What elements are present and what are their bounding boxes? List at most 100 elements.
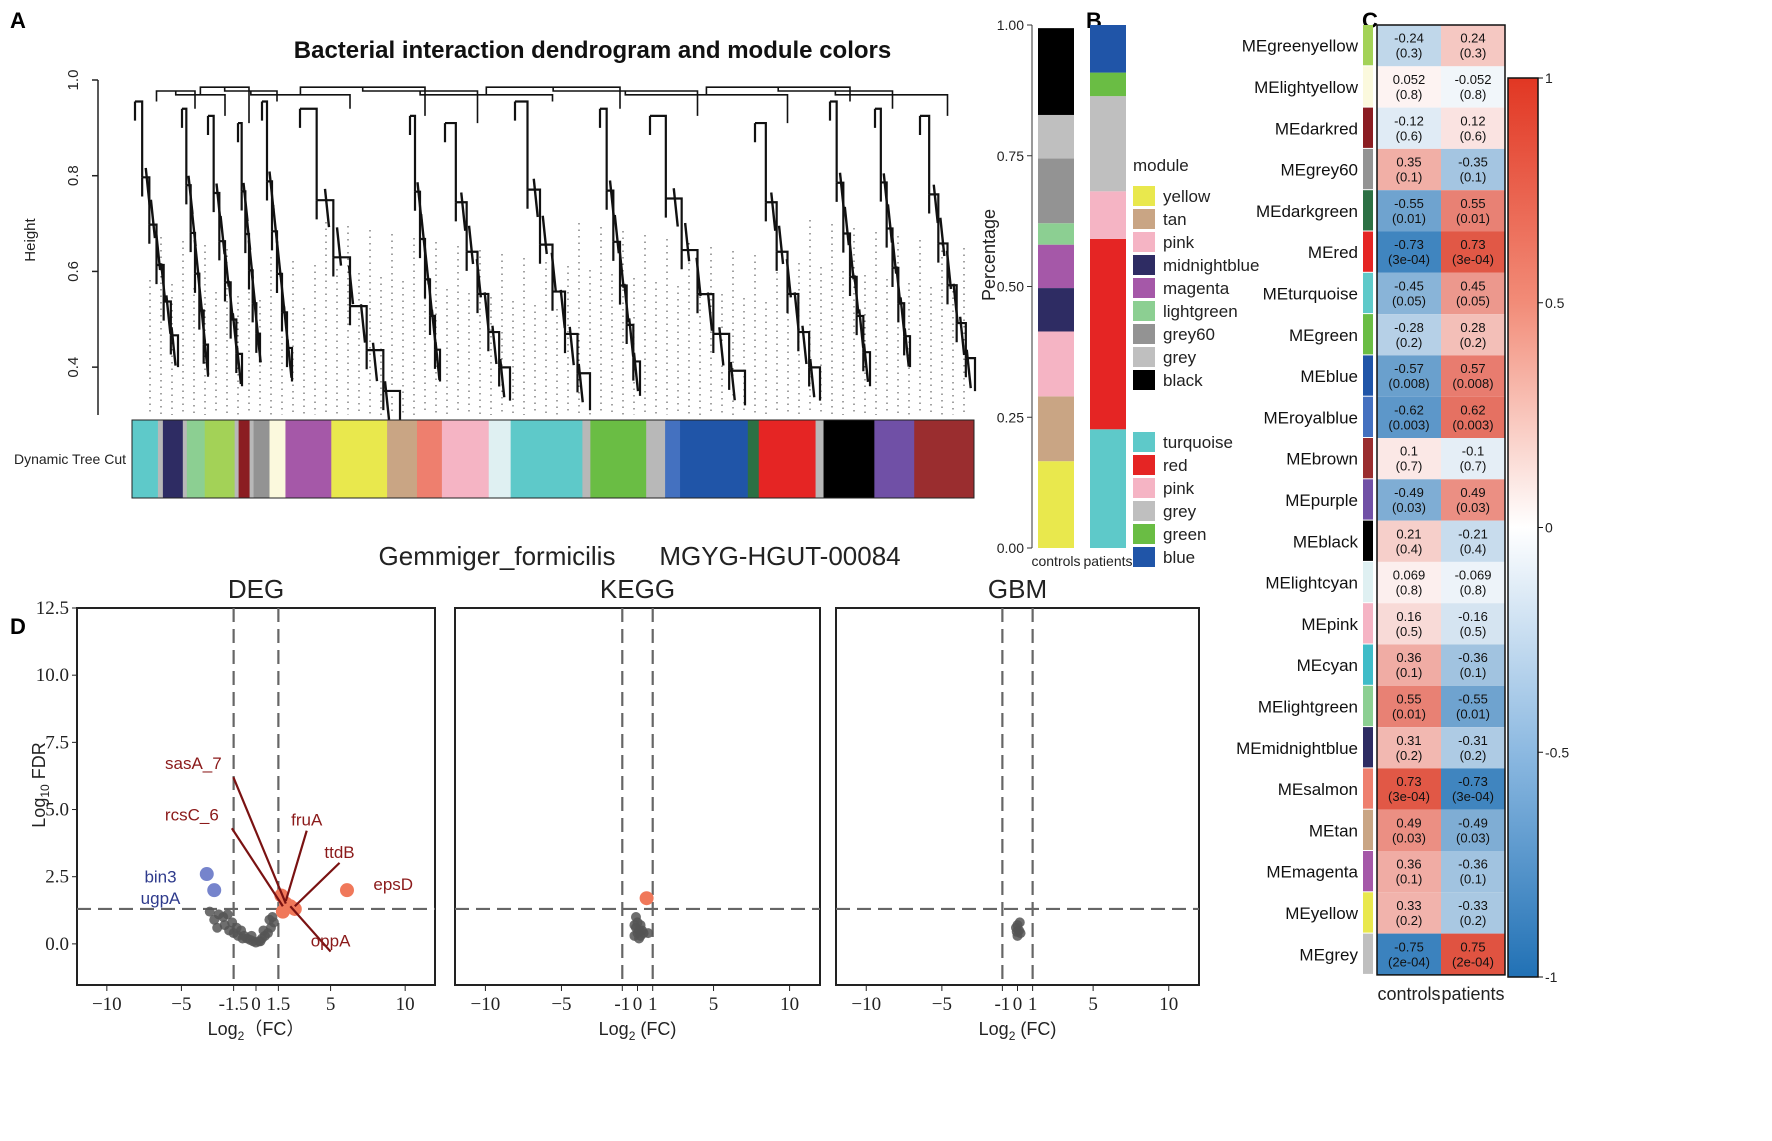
- label-leader: [232, 776, 287, 904]
- cell-value: -0.49: [1458, 815, 1488, 830]
- point-ns: [630, 912, 641, 923]
- module-swatch-MEroyalblue: [1363, 396, 1373, 437]
- cell-value: -0.45: [1394, 278, 1424, 293]
- module-strip-segment: [646, 420, 666, 498]
- module-strip-segment: [665, 420, 681, 498]
- dendrogram-branch: [526, 188, 542, 245]
- cell-pvalue: (0.01): [1392, 706, 1426, 721]
- heatmap-cell: [1441, 479, 1505, 521]
- cell-value: -0.55: [1458, 691, 1488, 706]
- gene-label-ugpA: ugpA: [141, 889, 181, 908]
- bar-segment-midnightblue: [1038, 288, 1074, 332]
- legend-label-green: green: [1163, 525, 1206, 544]
- cell-value: -0.73: [1394, 237, 1424, 252]
- cell-value: -0.21: [1458, 526, 1488, 541]
- dendrogram-branch: [408, 114, 417, 192]
- x-tick-label: 1: [1028, 994, 1038, 1015]
- cell-value: 0.36: [1396, 650, 1421, 665]
- dendrogram-branch: [873, 107, 882, 183]
- x-axis-label: Log2 (FC): [979, 1019, 1057, 1043]
- legend-swatch-grey: [1133, 501, 1155, 521]
- x-tick-label: −5: [551, 994, 571, 1015]
- legend-swatch-pink: [1133, 232, 1155, 252]
- cell-pvalue: (0.8): [1460, 87, 1487, 102]
- module-swatch-MEpurple: [1363, 479, 1373, 520]
- module-swatch-MEsalmon: [1363, 768, 1373, 809]
- volcano-genome-id: MGYG-HGUT-00084: [659, 541, 900, 571]
- module-swatch-MEtan: [1363, 809, 1373, 850]
- cell-value: 0.75: [1460, 939, 1485, 954]
- y-tick-label: 0.0: [45, 934, 69, 955]
- legend-swatch-red: [1133, 455, 1155, 475]
- cell-value: -0.55: [1394, 196, 1424, 211]
- x-label-rest: (FC): [635, 1019, 676, 1039]
- colorbar-tick-label: -0.5: [1545, 744, 1569, 760]
- x-tick-label: 5: [709, 994, 719, 1015]
- row-label-MEred: MEred: [1308, 243, 1358, 262]
- cell-pvalue: (0.05): [1392, 293, 1426, 308]
- dendrogram-leaf: [160, 263, 167, 302]
- x-label-sub: 2: [629, 1029, 636, 1043]
- label-leader: [294, 862, 341, 908]
- bar-segment-blue: [1090, 25, 1126, 73]
- dendrogram-branch: [764, 201, 778, 252]
- module-swatch-MEpink: [1363, 603, 1373, 644]
- dendrogram-branch: [141, 176, 151, 225]
- dendrogram-leaf: [499, 358, 506, 398]
- heatmap-cell: [1441, 438, 1505, 480]
- x-tick-label: 1: [648, 994, 658, 1015]
- row-label-MEdarkgreen: MEdarkgreen: [1256, 202, 1358, 221]
- colorbar-tick-label: -1: [1545, 969, 1558, 985]
- dendrogram-leaf: [255, 326, 262, 363]
- dendrogram-leaf: [165, 295, 172, 334]
- bar-segment-green: [1090, 72, 1126, 97]
- legend-swatch-yellow: [1133, 186, 1155, 206]
- x-tick-label: 0: [633, 994, 643, 1015]
- dendrogram-leaf: [219, 215, 226, 255]
- cell-pvalue: (0.2): [1460, 335, 1487, 350]
- dendrogram-leaf: [903, 328, 910, 367]
- heatmap-cell: [1377, 809, 1441, 851]
- row-label-MEgrey60: MEgrey60: [1281, 161, 1358, 180]
- dendrogram-leaf: [199, 304, 207, 343]
- module-strip-segment: [387, 420, 418, 498]
- legend-swatch-tan: [1133, 209, 1155, 229]
- legend-title: module: [1133, 156, 1189, 175]
- dendrogram-leaf: [286, 339, 293, 378]
- heatmap-cell: [1377, 520, 1441, 562]
- cell-value: -0.12: [1394, 113, 1424, 128]
- module-swatch-MEgreenyellow: [1363, 25, 1373, 66]
- cell-pvalue: (0.2): [1396, 748, 1423, 763]
- legend-label-midnightblue: midnightblue: [1163, 256, 1259, 275]
- bar-segment-yellow: [1038, 461, 1074, 548]
- module-strip-segment: [269, 420, 286, 498]
- heatmap-cell: [1441, 851, 1505, 893]
- dendrogram-leaf: [932, 184, 939, 224]
- row-label-MEbrown: MEbrown: [1286, 450, 1358, 469]
- module-swatch-MEgrey60: [1363, 148, 1373, 190]
- legend-swatch-turquoise: [1133, 432, 1155, 452]
- x-label-sub: 2: [238, 1029, 245, 1043]
- legend-label-black: black: [1163, 371, 1203, 390]
- point-ns: [1011, 926, 1022, 937]
- module-swatch-MEblack: [1363, 520, 1373, 561]
- label-leader: [289, 905, 332, 953]
- cell-pvalue: (0.01): [1456, 211, 1490, 226]
- dendrogram-leaf: [335, 227, 343, 266]
- cell-value: -0.57: [1394, 361, 1424, 376]
- cell-pvalue: (0.1): [1396, 170, 1423, 185]
- point-ns: [246, 930, 257, 941]
- heatmap-cell: [1441, 66, 1505, 108]
- y-tick-label: 2.5: [45, 867, 69, 888]
- dendrogram-branch: [418, 237, 427, 280]
- y-tick-label: 0.25: [997, 409, 1024, 425]
- heatmap-cell: [1377, 231, 1441, 273]
- point-up: [287, 901, 302, 916]
- gene-label-rcsC_6: rcsC_6: [165, 805, 219, 824]
- dendrogram-leaf: [467, 225, 475, 265]
- legend-label-turquoise: turquoise: [1163, 433, 1233, 452]
- module-strip-segment: [204, 420, 236, 498]
- gene-label-ttdB: ttdB: [324, 843, 354, 862]
- cell-value: 0.35: [1396, 155, 1421, 170]
- x-tick-label: 5: [1088, 994, 1098, 1015]
